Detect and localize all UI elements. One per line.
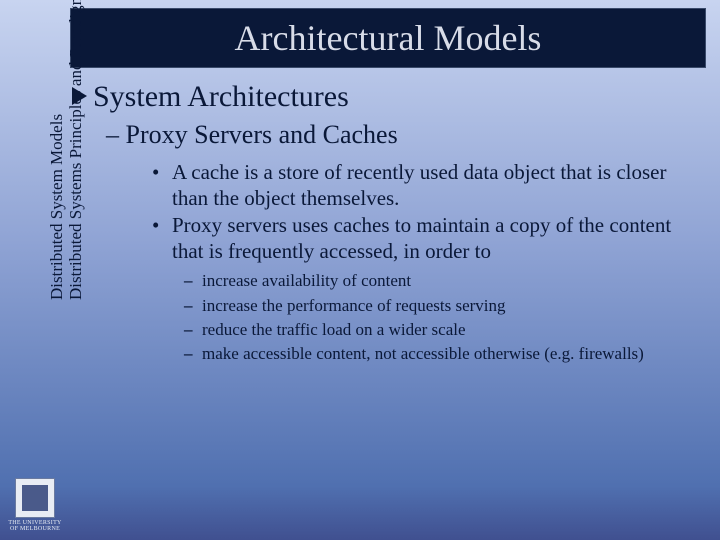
bullet-item: A cache is a store of recently used data…: [152, 160, 700, 211]
content-area: System Architectures – Proxy Servers and…: [72, 80, 700, 367]
sub-bullet-item: increase availability of content: [184, 270, 700, 292]
university-logo: THE UNIVERSITY OF MELBOURNE: [8, 478, 62, 532]
sub-bullet-item: make accessible content, not accessible …: [184, 343, 700, 365]
arrow-icon: [72, 87, 87, 105]
sub-bullet-item: reduce the traffic load on a wider scale: [184, 319, 700, 341]
bullet-item: Proxy servers uses caches to maintain a …: [152, 213, 700, 264]
heading-1-text: System Architectures: [93, 80, 349, 113]
bullet-list: A cache is a store of recently used data…: [152, 160, 700, 264]
sub-bullet-list: increase availability of content increas…: [184, 270, 700, 364]
sub-bullet-item: increase the performance of requests ser…: [184, 295, 700, 317]
title-bar: Architectural Models: [70, 8, 706, 68]
shield-icon: [15, 478, 55, 518]
sidebar-line-1: Distributed System Models: [48, 0, 67, 300]
slide: Architectural Models Distributed System …: [0, 0, 720, 540]
heading-1: System Architectures: [72, 80, 700, 114]
slide-title: Architectural Models: [235, 17, 542, 59]
heading-2: – Proxy Servers and Caches: [106, 120, 700, 150]
university-name: THE UNIVERSITY OF MELBOURNE: [8, 520, 62, 532]
